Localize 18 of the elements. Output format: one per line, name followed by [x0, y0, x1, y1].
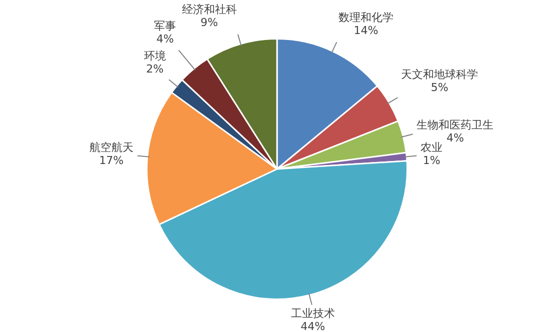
- slice-label: 数理和化学: [338, 10, 394, 24]
- data-label: 4%: [446, 131, 464, 144]
- slice-label: 工业技术: [290, 307, 335, 320]
- data-label: 4%: [156, 32, 174, 46]
- data-label: 14%: [354, 24, 378, 37]
- slice-label: 农业: [420, 140, 443, 154]
- data-label: 44%: [300, 320, 326, 332]
- slice-label: 军事: [154, 19, 176, 32]
- data-label: 5%: [430, 80, 448, 94]
- data-label: 9%: [200, 16, 218, 29]
- slice-label: 经济和社科: [182, 2, 237, 16]
- slice-label: 生物和医药卫生: [416, 118, 494, 132]
- data-label: 17%: [99, 154, 124, 167]
- slice-label: 环境: [144, 49, 166, 62]
- slice-label: 航空航天: [89, 140, 134, 154]
- data-label: 1%: [422, 154, 440, 167]
- slice-label: 天文和地球科学: [401, 68, 478, 81]
- data-label: 2%: [146, 62, 164, 76]
